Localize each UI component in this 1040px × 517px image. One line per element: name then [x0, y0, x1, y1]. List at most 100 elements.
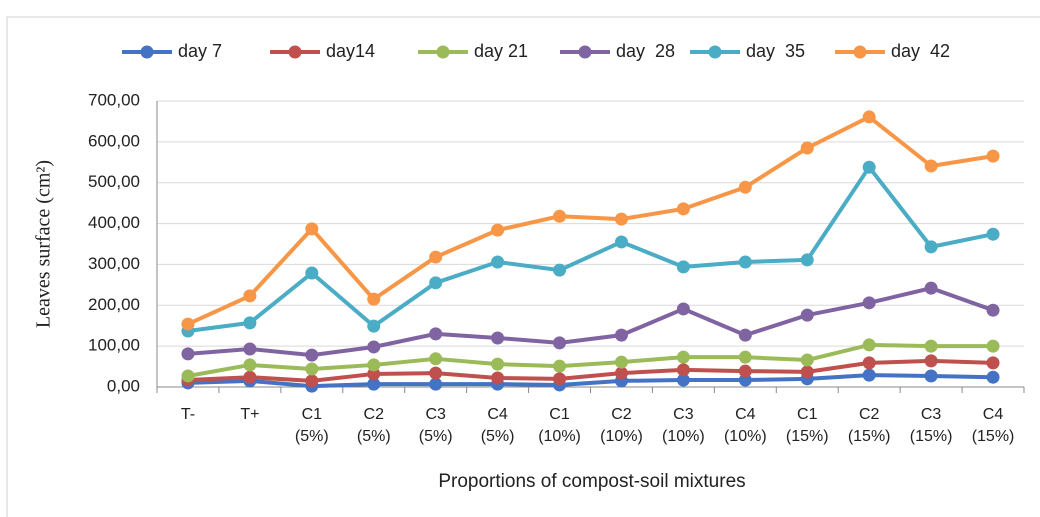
- x-axis-title: Proportions of compost-soil mixtures: [438, 471, 745, 492]
- data-point: [614, 235, 628, 249]
- x-tick-label: C1 (10%): [538, 406, 581, 445]
- legend-label: day14: [326, 41, 375, 61]
- x-tick-label: T-: [180, 406, 196, 423]
- data-point: [614, 355, 628, 369]
- data-point: [676, 302, 690, 316]
- data-point: [676, 373, 690, 387]
- legend-label: day 28: [616, 41, 675, 61]
- y-tick-label: 300,00: [88, 254, 140, 273]
- data-point: [862, 356, 876, 370]
- data-point: [738, 180, 752, 194]
- data-point: [924, 240, 938, 254]
- data-point: [924, 159, 938, 173]
- data-point: [367, 319, 381, 333]
- data-point: [862, 160, 876, 174]
- legend-label: day 21: [474, 41, 528, 61]
- x-tick-label: T+: [240, 406, 260, 423]
- data-point: [800, 308, 814, 322]
- data-point: [181, 317, 195, 331]
- frame: [6, 16, 1040, 517]
- data-point: [491, 255, 505, 269]
- data-point: [305, 266, 319, 280]
- data-point: [924, 354, 938, 368]
- data-point: [367, 367, 381, 381]
- data-point: [986, 149, 1000, 163]
- data-point: [676, 350, 690, 364]
- x-tick-label: C3 (15%): [909, 406, 953, 445]
- data-point: [429, 276, 443, 290]
- data-point: [738, 328, 752, 342]
- data-point: [367, 377, 381, 391]
- data-point: [738, 364, 752, 378]
- x-tick-label: C2 (5%): [356, 406, 391, 445]
- data-point: [243, 316, 257, 330]
- data-point: [924, 339, 938, 353]
- data-point: [738, 350, 752, 364]
- data-point: [676, 363, 690, 377]
- data-point: [800, 141, 814, 155]
- data-point: [986, 356, 1000, 370]
- legend-marker: [708, 45, 722, 59]
- x-tick-label: C1 (15%): [785, 406, 829, 445]
- series-line: [187, 358, 994, 383]
- y-tick-label: 200,00: [88, 295, 140, 314]
- data-point: [862, 368, 876, 382]
- data-point: [800, 365, 814, 379]
- legend-label: day 7: [178, 41, 222, 61]
- data-point: [738, 373, 752, 387]
- data-point: [553, 209, 567, 223]
- series-line: [187, 342, 994, 378]
- data-point: [367, 340, 381, 354]
- data-point: [243, 358, 257, 372]
- x-tick-label: C1 (5%): [294, 406, 329, 445]
- legend-label: day 42: [891, 41, 950, 61]
- data-point: [367, 292, 381, 306]
- legend-marker: [288, 45, 302, 59]
- data-point: [738, 255, 752, 269]
- x-tick-label: C3 (5%): [418, 406, 453, 445]
- data-point: [862, 296, 876, 310]
- series-line: [187, 165, 994, 334]
- data-point: [986, 370, 1000, 384]
- data-point: [553, 263, 567, 277]
- data-point: [305, 374, 319, 388]
- data-point: [800, 253, 814, 267]
- y-axis-title: Leaves surface (cm²): [33, 160, 55, 328]
- data-point: [491, 357, 505, 371]
- data-point: [800, 353, 814, 367]
- series-line: [187, 286, 994, 358]
- data-point: [986, 227, 1000, 241]
- x-tick-label: C4 (15%): [971, 406, 1015, 445]
- data-point: [491, 331, 505, 345]
- data-point: [181, 347, 195, 361]
- data-point: [243, 370, 257, 384]
- data-point: [491, 371, 505, 385]
- series-line: [187, 114, 994, 326]
- y-tick-label: 700,00: [88, 90, 140, 109]
- y-tick-label: 500,00: [88, 172, 140, 191]
- data-point: [553, 372, 567, 386]
- series-line: [187, 373, 994, 389]
- data-point: [986, 303, 1000, 317]
- data-point: [676, 202, 690, 216]
- data-point: [986, 339, 1000, 353]
- x-tick-label: C3 (10%): [662, 406, 705, 445]
- y-tick-label: 600,00: [88, 131, 140, 150]
- data-point: [924, 369, 938, 383]
- data-point: [614, 366, 628, 380]
- data-point: [181, 369, 195, 383]
- data-point: [614, 328, 628, 342]
- data-point: [305, 362, 319, 376]
- data-point: [491, 223, 505, 237]
- y-tick-label: 400,00: [88, 213, 140, 232]
- x-tick-label: C4 (5%): [480, 406, 515, 445]
- data-point: [429, 377, 443, 391]
- data-point: [862, 338, 876, 352]
- data-point: [676, 260, 690, 274]
- x-tick-label: C2 (15%): [847, 406, 891, 445]
- legend-marker: [578, 45, 592, 59]
- data-point: [862, 110, 876, 124]
- y-tick-label: 0,00: [107, 376, 140, 395]
